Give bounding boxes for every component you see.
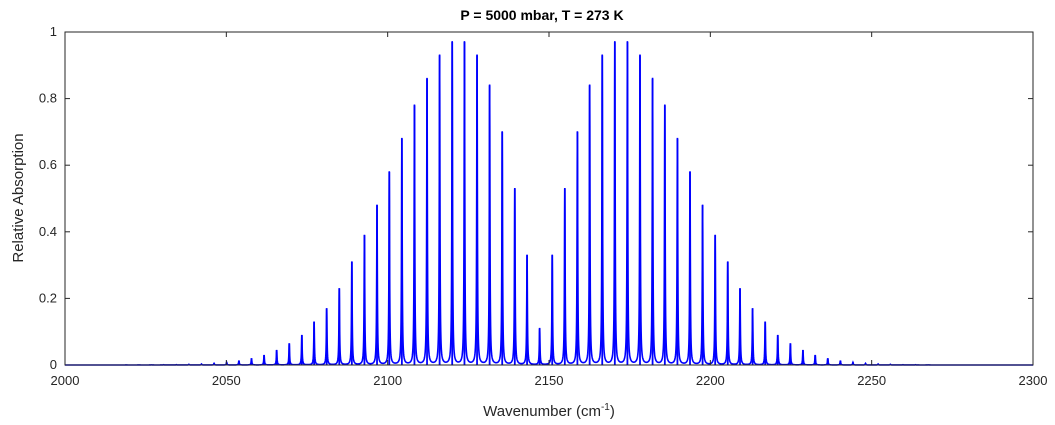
y-tick-label: 0.2 xyxy=(39,290,57,305)
x-tick-label: 2000 xyxy=(51,373,80,388)
x-tick-label: 2300 xyxy=(1019,373,1048,388)
plot-background xyxy=(65,32,1033,365)
x-axis-ticks: 2000 2050 2100 2150 2200 2250 2300 xyxy=(51,32,1048,388)
x-axis-label-close: ) xyxy=(610,403,615,420)
y-axis-label: Relative Absorption xyxy=(10,133,27,262)
y-tick-label: 0.6 xyxy=(39,157,57,172)
y-tick-label: 0.4 xyxy=(39,224,57,239)
x-tick-label: 2250 xyxy=(857,373,886,388)
chart-title: P = 5000 mbar, T = 273 K xyxy=(460,7,623,23)
y-axis-ticks: 0 0.2 0.4 0.6 0.8 1 xyxy=(39,24,1033,372)
x-tick-label: 2200 xyxy=(696,373,725,388)
x-tick-label: 2100 xyxy=(373,373,402,388)
y-tick-label: 0 xyxy=(50,357,57,372)
y-tick-label: 0.8 xyxy=(39,91,57,106)
x-tick-label: 2150 xyxy=(535,373,564,388)
x-axis-label-base: Wavenumber (cm xyxy=(483,403,601,420)
series-layer xyxy=(65,41,1033,366)
plot-area xyxy=(64,31,1034,366)
x-tick-label: 2050 xyxy=(212,373,241,388)
x-axis-label: Wavenumber (cm-1) xyxy=(483,402,615,420)
x-axis-label-sup: -1 xyxy=(601,402,610,413)
y-tick-label: 1 xyxy=(50,24,57,39)
